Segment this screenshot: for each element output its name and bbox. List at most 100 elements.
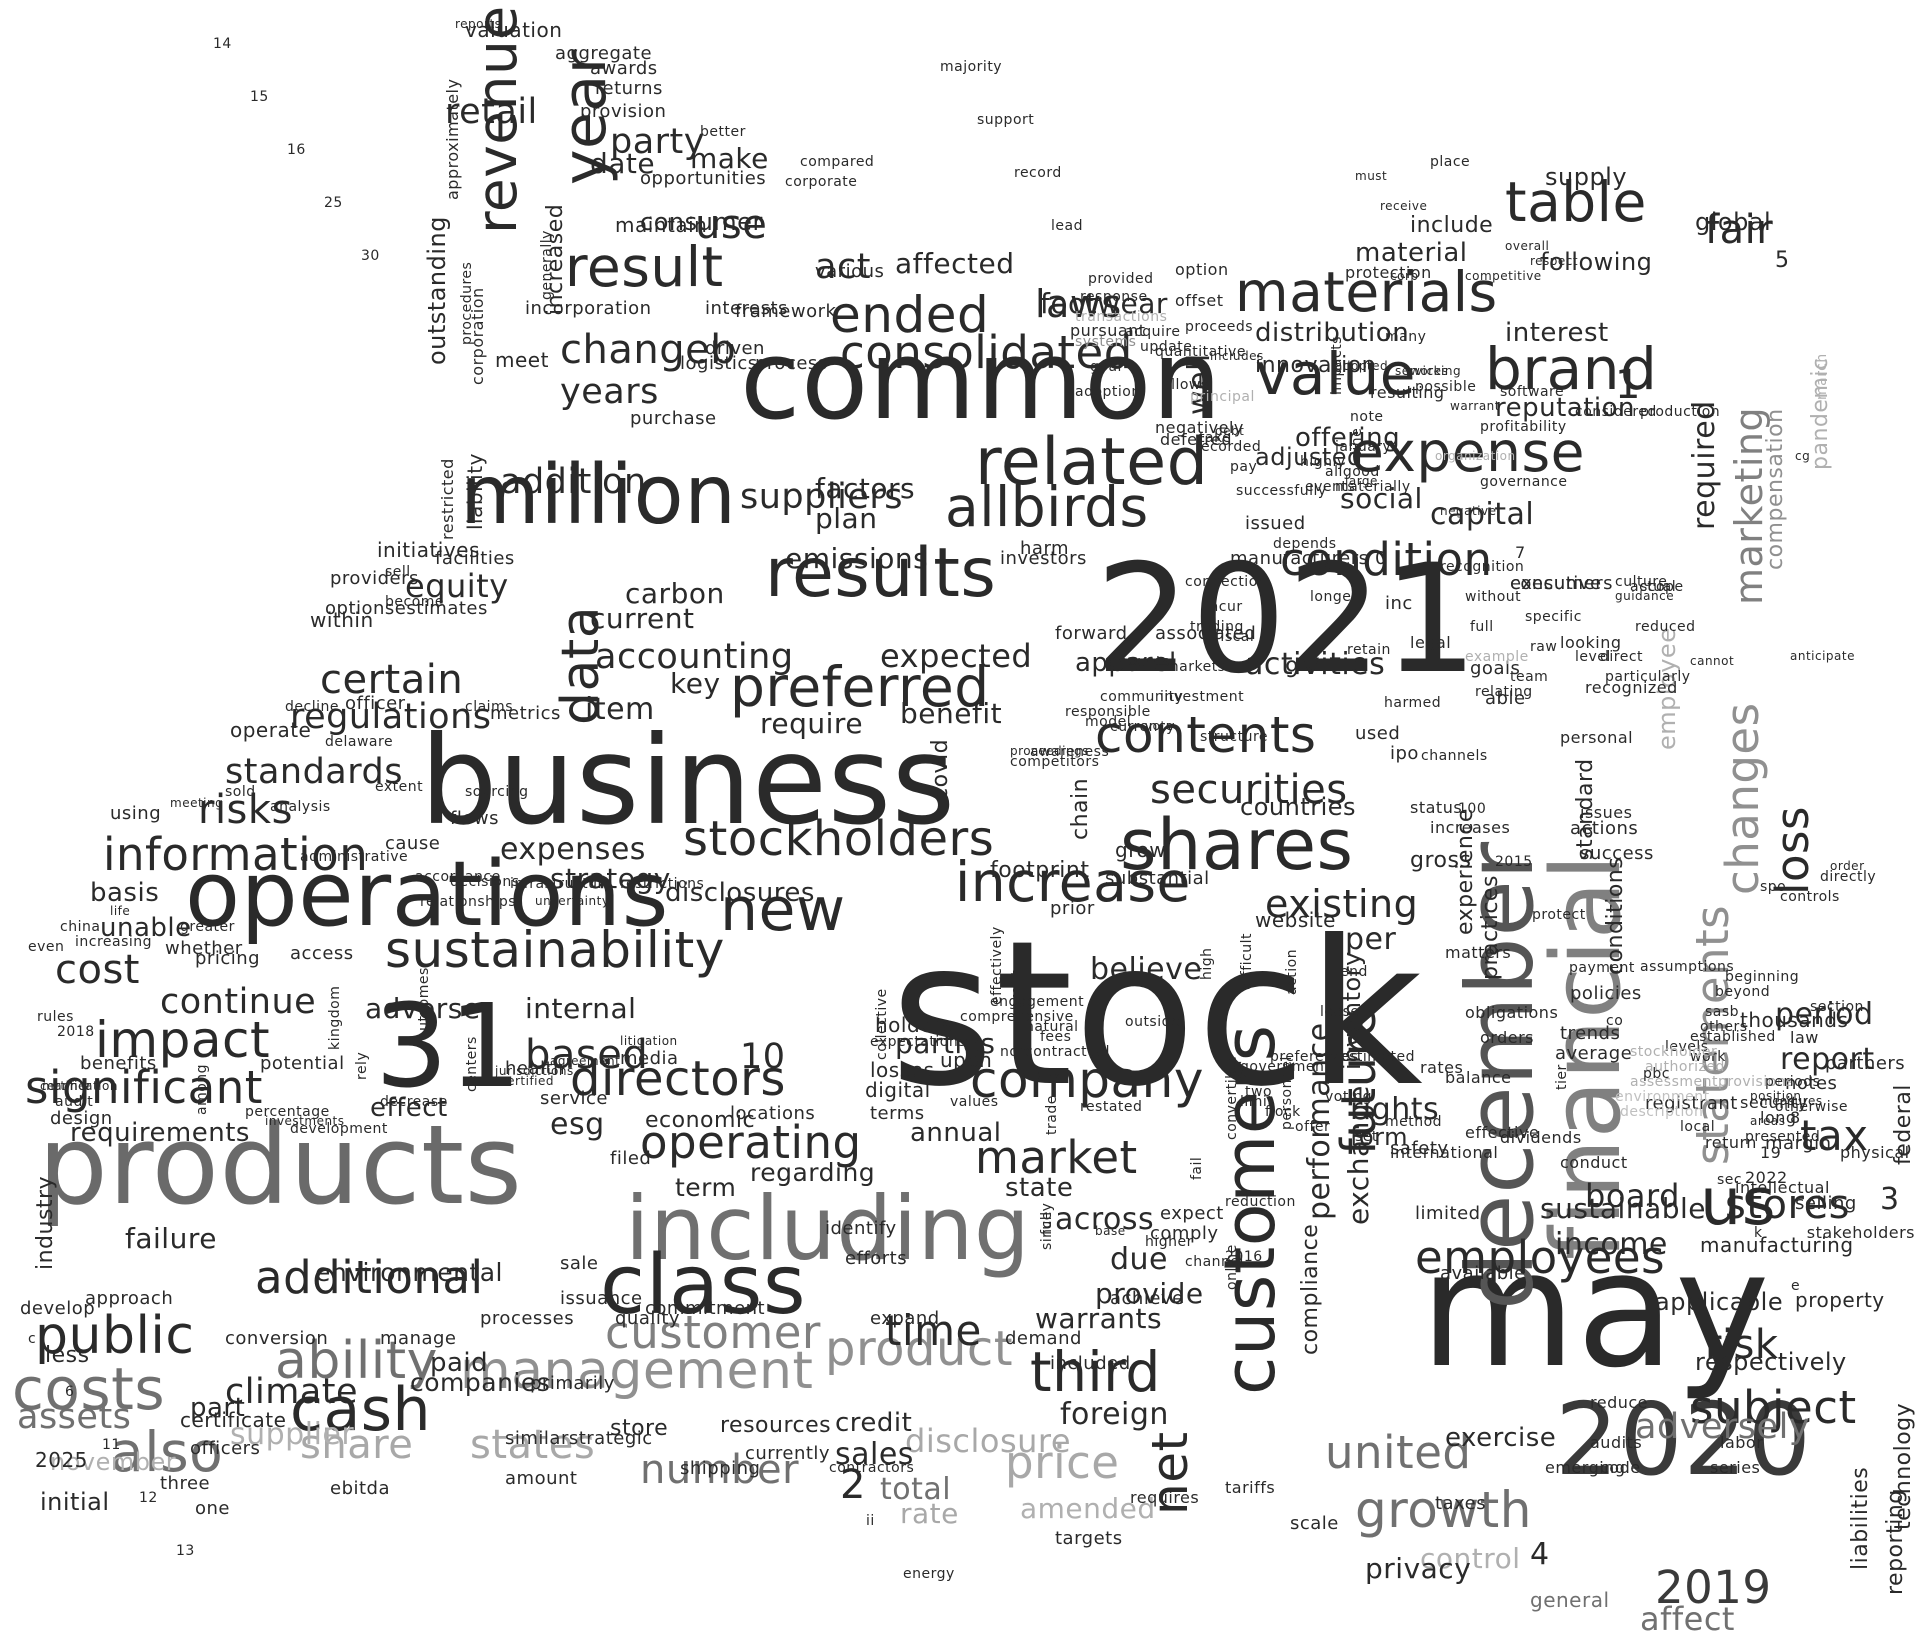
cloud-word: success <box>1580 843 1654 864</box>
cloud-word: digital <box>865 1078 931 1102</box>
cloud-word: information <box>103 828 369 881</box>
cloud-word: services <box>1395 364 1449 378</box>
cloud-word: sec <box>1717 1172 1743 1188</box>
cloud-word: valuation <box>465 18 563 42</box>
cloud-word: raw <box>1530 639 1558 655</box>
cloud-word: per <box>1345 922 1397 957</box>
cloud-word: across <box>1055 1202 1155 1237</box>
cloud-word: infrastructure <box>510 876 613 892</box>
cloud-word: processes <box>480 1308 575 1329</box>
cloud-word: transactions <box>1075 309 1168 325</box>
cloud-word: directors <box>570 1051 786 1107</box>
cloud-word: social <box>1340 482 1423 515</box>
cloud-word: non <box>1000 1044 1028 1060</box>
cloud-word: expected <box>880 637 1033 675</box>
cloud-word: following <box>1540 248 1653 276</box>
cloud-word: engagement <box>990 994 1085 1010</box>
cloud-word: established <box>1690 1029 1776 1045</box>
cloud-word: manufacturers <box>1230 548 1369 569</box>
cloud-word: consumer <box>640 208 763 236</box>
cloud-word: effective <box>1465 1123 1540 1142</box>
cloud-word: matters <box>1445 943 1512 962</box>
cloud-word: primarily <box>530 1373 615 1394</box>
cloud-word: item <box>585 692 655 727</box>
cloud-word: reduce <box>1590 1393 1649 1412</box>
cloud-word: prior <box>1050 898 1095 919</box>
cloud-word: overall <box>1505 239 1550 253</box>
cloud-word: use <box>695 202 768 248</box>
cloud-word: united <box>1325 1426 1472 1479</box>
cloud-word: status <box>1410 798 1463 817</box>
cloud-word: authorized <box>1645 1059 1725 1075</box>
cloud-word: 2018 <box>57 1024 95 1040</box>
cloud-word: number <box>640 1447 800 1493</box>
cloud-word: additional <box>255 1251 484 1304</box>
cloud-word: act <box>815 247 871 287</box>
cloud-word: flock <box>1265 1104 1301 1120</box>
cloud-word: trading <box>1190 619 1244 635</box>
cloud-word: privacy <box>1365 1552 1472 1585</box>
cloud-word: investments <box>265 1114 345 1128</box>
cloud-word: return <box>1705 1133 1757 1152</box>
cloud-word: provided <box>1088 271 1154 287</box>
cloud-word: high <box>1199 947 1215 980</box>
cloud-word: unable <box>100 913 192 943</box>
cloud-word: expect <box>1160 1203 1224 1224</box>
cloud-word: 2022 <box>1745 1168 1788 1187</box>
cloud-word: end <box>1340 964 1368 980</box>
cloud-word: contractors <box>829 1460 915 1476</box>
cloud-word: approach <box>85 1288 174 1309</box>
cloud-word: many <box>1385 329 1427 345</box>
cloud-word: credit <box>835 1408 913 1438</box>
cloud-word: balance <box>1445 1068 1512 1087</box>
cloud-word: security <box>1740 1093 1808 1112</box>
cloud-word: form <box>1350 1123 1408 1151</box>
cloud-word: profitability <box>1480 419 1567 435</box>
cloud-word: reputation <box>1495 393 1636 423</box>
cloud-word: terms <box>870 1103 925 1124</box>
cloud-word: 2021 <box>1095 533 1479 707</box>
cloud-word: greater <box>180 919 235 935</box>
cloud-word: health <box>505 1058 565 1079</box>
cloud-word: pbc <box>1643 1066 1670 1082</box>
cloud-word: climate <box>225 1372 358 1412</box>
cloud-word: limited <box>1415 1203 1481 1224</box>
cloud-word: incur <box>1205 599 1243 615</box>
cloud-word: covid <box>928 738 953 800</box>
cloud-word: measures <box>1760 1094 1823 1108</box>
cloud-word: securities <box>1150 767 1348 813</box>
cloud-word: 9 <box>1285 658 1300 683</box>
cloud-word: also <box>110 1420 224 1484</box>
cloud-word: potential <box>260 1053 345 1074</box>
cloud-word: c <box>28 1331 37 1347</box>
cloud-word: economic <box>645 1108 756 1133</box>
cloud-word: selling <box>1795 1193 1857 1214</box>
cloud-word: direct <box>1600 649 1644 665</box>
cloud-word: cannot <box>1690 654 1735 668</box>
cloud-word: locations <box>730 1103 816 1124</box>
cloud-word: amounts <box>1105 654 1170 670</box>
cloud-word: state <box>1005 1173 1074 1203</box>
cloud-word: events <box>1305 479 1356 495</box>
cloud-word: stores <box>1725 1182 1851 1228</box>
cloud-word: update <box>1140 339 1193 355</box>
cloud-word: assessmentprovisions <box>1630 1074 1794 1090</box>
cloud-word: order <box>1830 859 1865 873</box>
cloud-word: majority <box>940 59 1003 75</box>
cloud-word: acquire <box>1125 324 1181 340</box>
cloud-word: metrics <box>490 703 561 724</box>
cloud-word: paid <box>430 1348 489 1378</box>
cloud-word: investment <box>1160 689 1245 705</box>
cloud-word: extent <box>375 779 424 795</box>
cloud-word: rely <box>354 1051 370 1080</box>
cloud-word: three <box>160 1473 211 1494</box>
cloud-word: working <box>1410 364 1462 378</box>
cloud-word: innovation <box>1255 353 1377 378</box>
cloud-word: meet <box>495 348 549 372</box>
cloud-word: 100 <box>1458 801 1487 817</box>
cloud-word: model <box>1085 714 1132 730</box>
cloud-word: without <box>1465 589 1522 605</box>
cloud-word: 25 <box>324 195 343 211</box>
cloud-word: directly <box>1820 869 1877 885</box>
